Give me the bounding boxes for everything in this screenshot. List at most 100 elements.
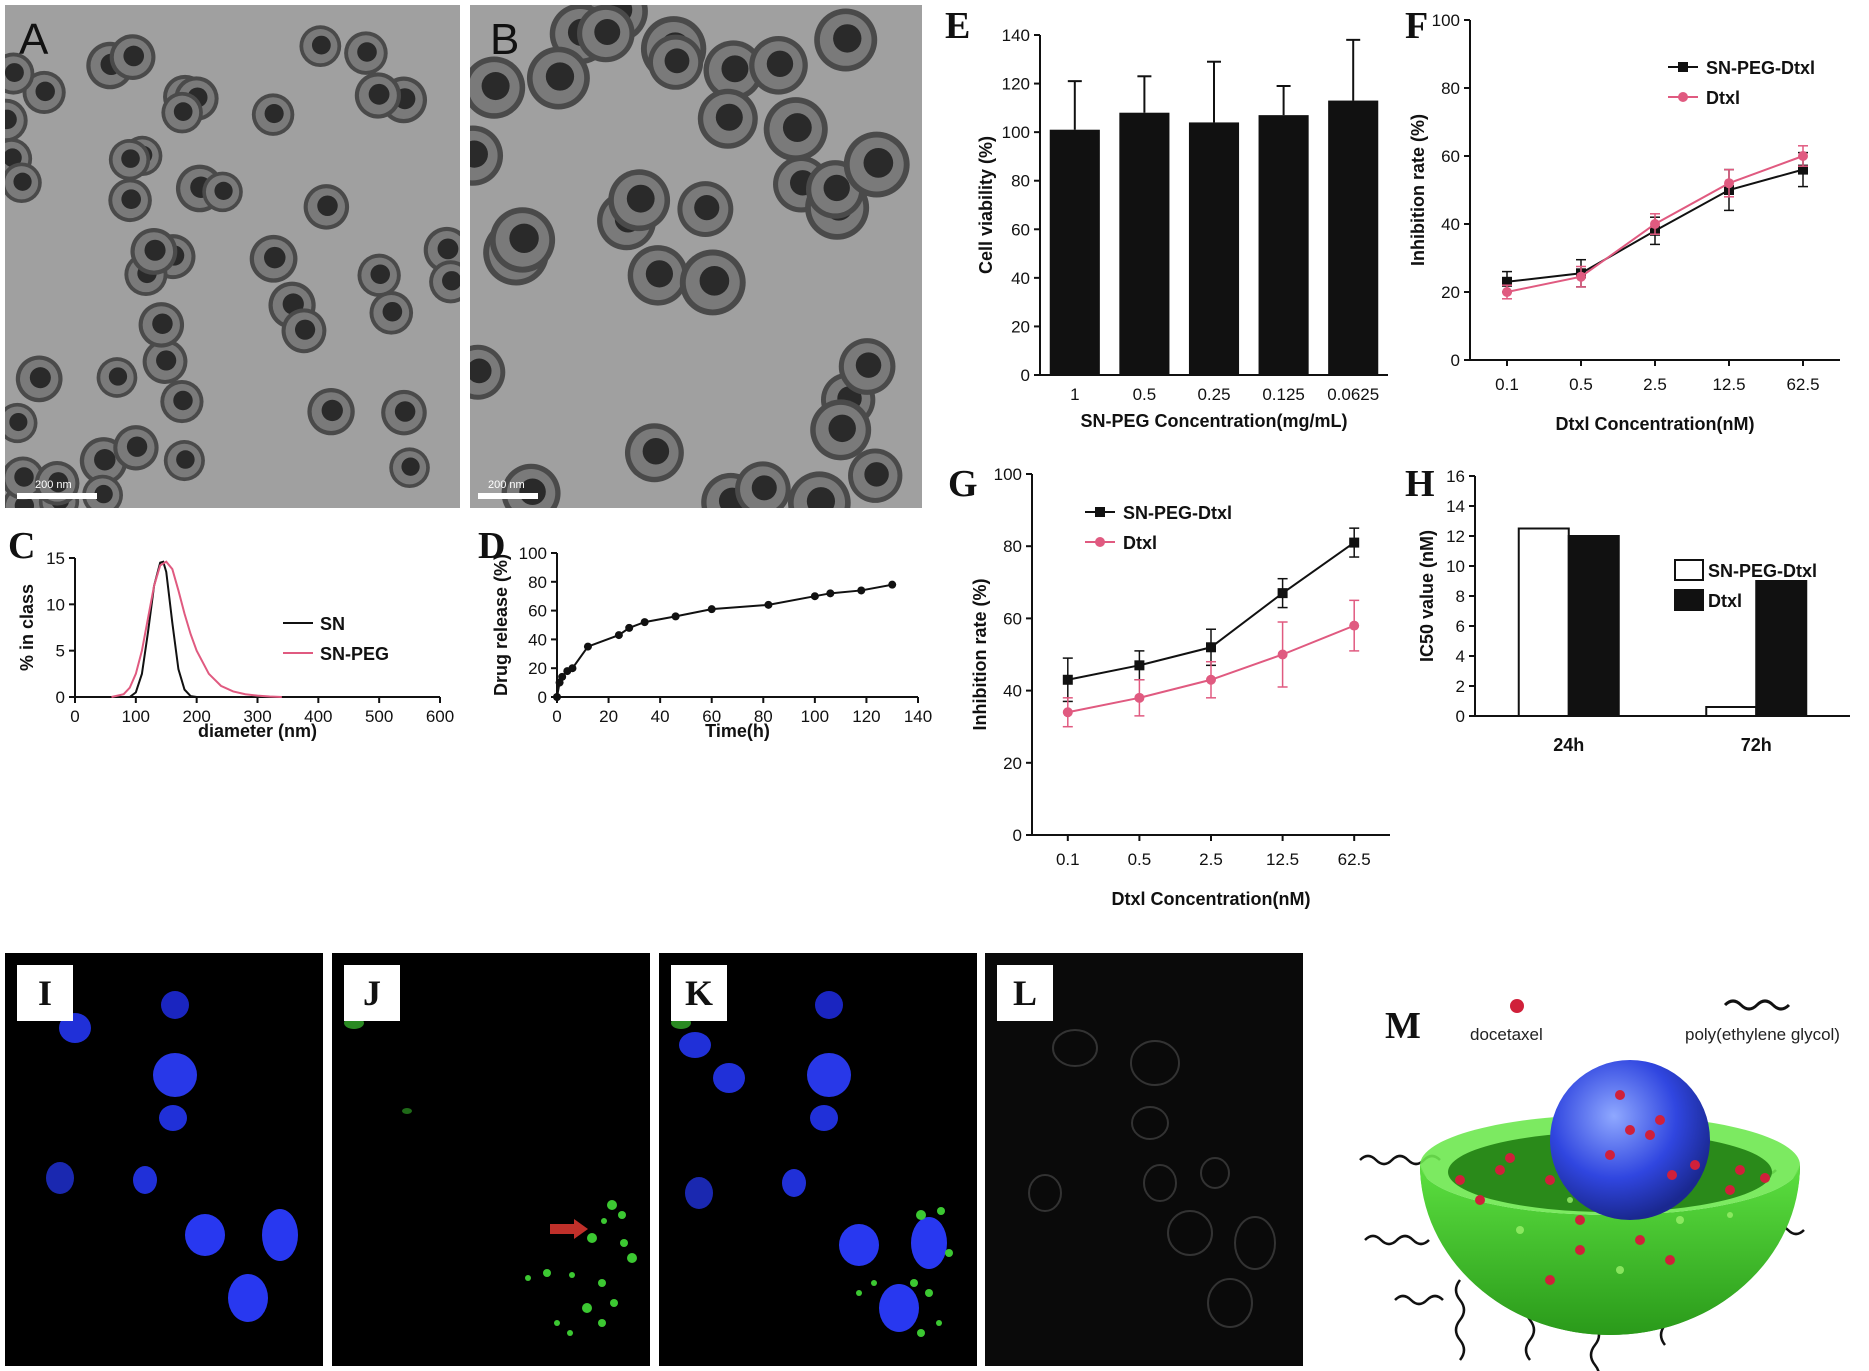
bar — [1517, 527, 1570, 717]
x-tick-label: 0 — [552, 707, 561, 726]
data-point — [764, 600, 773, 609]
panel-label: F — [1405, 5, 1428, 47]
scale-bar-a — [17, 493, 97, 499]
data-point — [558, 672, 567, 681]
series-line — [556, 583, 893, 698]
scale-text-b: 200 nm — [488, 479, 525, 491]
y-tick-label: 6 — [1456, 617, 1465, 636]
y-tick-label: 20 — [1003, 754, 1022, 773]
docetaxel-legend-icon — [1510, 999, 1524, 1013]
legend-docetaxel: docetaxel — [1470, 1025, 1543, 1044]
y-tick-label: 100 — [994, 465, 1022, 484]
data-point — [1134, 660, 1145, 671]
x-tick-label: 0.5 — [1133, 385, 1157, 404]
panel-label-i: I — [17, 965, 73, 1021]
merged-k — [671, 991, 953, 1337]
y-tick-label: 40 — [1011, 269, 1030, 288]
y-tick-label: 80 — [528, 573, 547, 592]
legend-entry: SN-PEG-Dtxl — [1708, 561, 1817, 581]
y-tick-label: 60 — [1011, 220, 1030, 239]
panel-label-k: K — [671, 965, 727, 1021]
y-axis-label: Drug release (%) — [491, 554, 511, 696]
y-tick-label: 10 — [1446, 557, 1465, 576]
data-point — [1502, 287, 1512, 297]
x-tick-label: 120 — [852, 707, 880, 726]
y-axis-label: Inhibition rate (%) — [1408, 114, 1428, 266]
bar — [1258, 115, 1309, 376]
tem-image-a: A 200 nm — [5, 5, 460, 508]
legend-marker — [1095, 537, 1105, 547]
y-tick-label: 20 — [528, 659, 547, 678]
data-point — [1502, 276, 1512, 287]
x-tick-label: 0.5 — [1569, 375, 1593, 394]
legend-marker — [1678, 92, 1688, 102]
y-tick-label: 40 — [1003, 682, 1022, 701]
panel-label: H — [1405, 463, 1435, 505]
data-point — [1062, 707, 1073, 718]
y-tick-label: 40 — [1441, 215, 1460, 234]
x-tick-label: 1 — [1070, 385, 1079, 404]
x-tick-label: 40 — [651, 707, 670, 726]
data-point — [1134, 692, 1145, 703]
legend-swatch — [1674, 589, 1704, 611]
x-axis-label: diameter (nm) — [198, 721, 317, 741]
x-tick-label: 80 — [754, 707, 773, 726]
schematic-m: M docetaxel poly(ethylene glycol) — [1359, 999, 1840, 1371]
x-tick-label: 20 — [599, 707, 618, 726]
y-tick-label: 40 — [528, 630, 547, 649]
tem-particles-b — [470, 5, 922, 508]
y-tick-label: 60 — [1003, 609, 1022, 628]
legend-marker — [1678, 62, 1688, 72]
fluorescence-image-j: J — [332, 953, 650, 1366]
y-tick-label: 0 — [56, 688, 65, 707]
series-line — [111, 560, 282, 698]
data-point — [888, 580, 897, 589]
panel-label: C — [8, 525, 35, 567]
legend-entry: SN-PEG — [320, 644, 389, 664]
y-tick-label: 5 — [56, 642, 65, 661]
docetaxel-particles — [1455, 1090, 1770, 1285]
chart-e: 0 20 40 60 80 100 120 140 SN-PEG Concentration(m… — [945, 5, 1388, 431]
x-tick-label: 0.25 — [1197, 385, 1230, 404]
data-point — [1277, 588, 1288, 599]
y-tick-label: 0 — [1451, 351, 1460, 370]
chart-f: 0 20 40 60 80 100 Dtxl Concentration(nM) Inhibi… — [1405, 5, 1840, 434]
y-tick-label: 16 — [1446, 467, 1465, 486]
arrow-icon — [574, 1219, 588, 1239]
data-point — [614, 631, 623, 640]
data-point — [810, 592, 819, 601]
fluorescence-image-i: I — [5, 953, 323, 1366]
data-point — [1576, 271, 1586, 282]
data-point — [857, 586, 866, 595]
x-tick-label: 100 — [801, 707, 829, 726]
panel-label-a: A — [19, 15, 49, 64]
y-axis-label: % in class — [17, 584, 37, 671]
y-tick-label: 140 — [1002, 26, 1030, 45]
x-tick-label: 62.5 — [1338, 850, 1371, 869]
data-point — [671, 612, 680, 621]
data-point — [1062, 674, 1073, 685]
y-axis-label: Cell viability (%) — [976, 136, 996, 274]
x-tick-label: 72h — [1741, 735, 1772, 755]
legend-entry: Dtxl — [1708, 591, 1742, 611]
data-point — [1724, 178, 1734, 189]
x-tick-label: 0.5 — [1128, 850, 1152, 869]
y-tick-label: 60 — [1441, 147, 1460, 166]
panel-label-l: L — [997, 965, 1053, 1021]
panel-label: D — [478, 525, 505, 567]
bar — [1188, 122, 1240, 375]
x-axis-label: Time(h) — [705, 721, 770, 741]
legend-entry: SN-PEG-Dtxl — [1706, 58, 1815, 78]
x-tick-label: 2.5 — [1199, 850, 1223, 869]
y-tick-label: 100 — [1002, 123, 1030, 142]
chart-h: 0 2 4 6 8 10 12 14 16 IC50 value (nM) H 24h 72h SN-PE… — [1405, 463, 1850, 755]
x-tick-label: 140 — [904, 707, 932, 726]
data-point — [640, 618, 649, 627]
x-tick-label: 24h — [1553, 735, 1584, 755]
y-tick-label: 15 — [46, 549, 65, 568]
tem-image-b: B 200 nm — [470, 5, 922, 508]
data-point — [1206, 642, 1216, 653]
bar — [1705, 706, 1758, 717]
cell-outlines-l — [1028, 1029, 1276, 1328]
series-line — [129, 560, 197, 698]
